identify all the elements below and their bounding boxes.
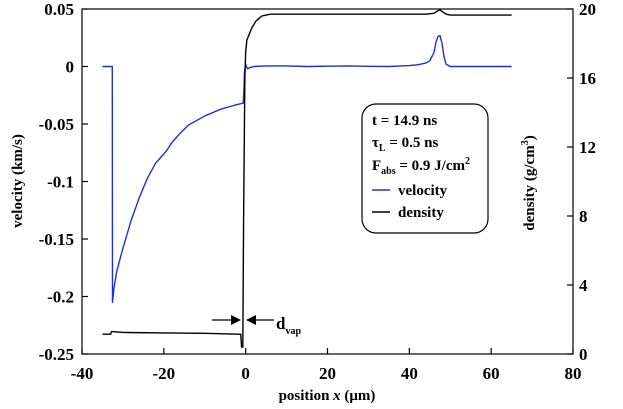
- legend-param-time: t = 14.9 ns: [372, 113, 437, 129]
- x-axis-title: position x (μm): [279, 388, 376, 404]
- legend-box: [361, 103, 489, 234]
- y-right-tick-label: 8: [579, 207, 588, 226]
- y-left-tick-label: 0.05: [44, 0, 74, 19]
- y-left-tick-label: -0.2: [47, 288, 74, 307]
- y-right-tick-label: 0: [579, 345, 588, 364]
- x-tick-label: -20: [152, 364, 175, 383]
- series-line-density: [102, 9, 512, 348]
- y-left-tick-label: -0.05: [39, 115, 74, 134]
- y-left-tick-label: 0: [66, 58, 75, 77]
- legend-label-velocity: velocity: [398, 183, 448, 199]
- series-line-velocity: [102, 34, 512, 303]
- x-tick-label: 20: [319, 364, 336, 383]
- y-axis-right-title: density (g/cm3): [520, 135, 538, 230]
- legend-label-density: density: [398, 205, 444, 221]
- y-right-tick-label: 16: [579, 69, 596, 88]
- y-right-tick-label: 12: [579, 138, 596, 157]
- x-tick-label: 80: [565, 364, 582, 383]
- x-tick-label: 60: [483, 364, 500, 383]
- plot-frame: [81, 8, 574, 355]
- y-left-tick-label: -0.15: [39, 230, 74, 249]
- dvap-arrow-left-head: [231, 315, 241, 325]
- legend-param-tau: τL = 0.5 ns: [372, 135, 438, 154]
- legend: t = 14.9 ns τL = 0.5 ns Fabs = 0.9 J/cm2…: [361, 103, 489, 234]
- legend-param-fluence: Fabs = 0.9 J/cm2: [372, 156, 470, 177]
- x-tick-label: 0: [241, 364, 250, 383]
- y-right-tick-label: 4: [579, 276, 588, 295]
- series-layer: [102, 9, 512, 348]
- x-tick-label: 40: [401, 364, 418, 383]
- y-left-tick-label: -0.25: [39, 345, 74, 364]
- y-axis-left-title: velocity (km/s): [10, 134, 26, 228]
- y-right-tick-label: 20: [579, 0, 596, 19]
- dvap-label: dvap: [276, 314, 301, 337]
- x-tick-label: -40: [71, 364, 94, 383]
- dvap-annotation: dvap: [212, 314, 301, 337]
- y-left-tick-label: -0.1: [47, 173, 74, 192]
- dvap-arrow-right-head: [246, 315, 256, 325]
- tick-layer: -40 -20 0 20 40 60 800.050-0.05-0.1-0.15-0.2-0…: [39, 0, 596, 383]
